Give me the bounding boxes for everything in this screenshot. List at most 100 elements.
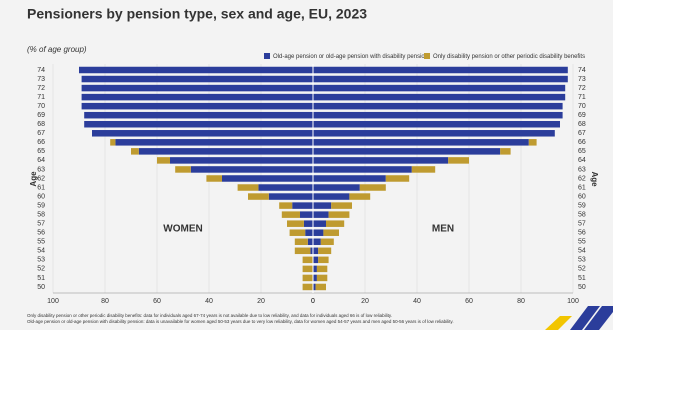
bar: [138, 148, 313, 155]
bar: [131, 148, 139, 155]
y-tick-label: 52: [37, 266, 45, 273]
x-tick-label: 80: [101, 298, 109, 305]
bar: [302, 283, 313, 291]
y-tick-label: 50: [578, 284, 586, 291]
y-axis-label: Age: [590, 171, 599, 187]
y-tick-label: 65: [37, 148, 45, 155]
bar: [313, 166, 412, 173]
y-tick-label: 64: [37, 157, 45, 164]
bar: [170, 157, 313, 164]
y-tick-label: 66: [37, 139, 45, 146]
bar: [313, 84, 566, 92]
bar: [81, 84, 313, 92]
bar: [310, 247, 313, 255]
y-tick-label: 68: [37, 121, 45, 128]
bar: [385, 175, 410, 182]
y-tick-label: 52: [578, 266, 586, 273]
y-tick-label: 70: [578, 103, 586, 110]
y-tick-label: 60: [578, 193, 586, 200]
bar: [313, 66, 568, 74]
y-tick-label: 60: [37, 193, 45, 200]
y-tick-label: 64: [578, 157, 586, 164]
legend-label: Only disability pension or other periodi…: [433, 54, 585, 60]
y-tick-label: 51: [37, 275, 45, 282]
bar: [318, 256, 329, 264]
bar: [81, 102, 313, 110]
bar: [313, 220, 326, 227]
bar: [92, 130, 313, 137]
x-tick-label: 60: [153, 298, 161, 305]
y-tick-label: 74: [578, 67, 586, 74]
x-tick-label: 100: [47, 298, 59, 305]
bar: [448, 157, 469, 164]
bar: [528, 139, 537, 146]
y-tick-label: 69: [578, 112, 586, 119]
y-tick-label: 61: [37, 184, 45, 191]
bar: [331, 202, 352, 209]
bar: [157, 157, 170, 164]
y-tick-label: 62: [37, 175, 45, 182]
bar: [268, 193, 313, 200]
bar: [313, 229, 324, 236]
x-tick-label: 20: [361, 298, 369, 305]
bar: [115, 139, 314, 146]
y-tick-label: 61: [578, 184, 586, 191]
chart-title: Pensioners by pension type, sex and age,…: [27, 6, 367, 22]
y-tick-label: 59: [578, 202, 586, 209]
bar: [81, 75, 313, 83]
bar: [316, 265, 328, 273]
bar: [359, 184, 386, 191]
y-tick-label: 55: [578, 239, 586, 246]
bar: [349, 193, 371, 200]
y-tick-label: 59: [37, 202, 45, 209]
bar: [302, 274, 313, 282]
bar: [258, 184, 313, 191]
y-tick-label: 53: [578, 257, 586, 264]
bar: [206, 175, 222, 182]
y-tick-label: 70: [37, 103, 45, 110]
y-tick-label: 66: [578, 139, 586, 146]
y-axis-label: Age: [29, 171, 38, 187]
bar: [500, 148, 511, 155]
bar: [237, 184, 259, 191]
y-tick-label: 68: [578, 121, 586, 128]
x-tick-label: 80: [517, 298, 525, 305]
y-tick-label: 53: [37, 257, 45, 264]
bar: [84, 120, 313, 128]
legend-swatch: [264, 53, 270, 59]
bar: [313, 130, 555, 137]
bar: [315, 283, 326, 291]
bar: [313, 274, 317, 282]
y-tick-label: 56: [578, 230, 586, 237]
x-tick-label: 40: [413, 298, 421, 305]
bar: [313, 265, 317, 273]
bar: [313, 184, 360, 191]
y-tick-label: 73: [578, 76, 586, 83]
y-tick-label: 69: [37, 112, 45, 119]
bar: [313, 202, 332, 209]
bar: [313, 238, 321, 246]
bar: [81, 93, 313, 101]
y-tick-label: 56: [37, 230, 45, 237]
y-tick-label: 73: [37, 76, 45, 83]
x-tick-label: 0: [311, 298, 315, 305]
legend-label: Old-age pension or old-age pension with …: [273, 54, 428, 60]
chart-subtitle: (% of age group): [27, 45, 87, 54]
y-tick-label: 65: [578, 148, 586, 155]
bar: [328, 211, 350, 218]
bar: [411, 166, 436, 173]
y-tick-label: 58: [578, 211, 586, 218]
y-tick-label: 67: [37, 130, 45, 137]
bar: [313, 211, 329, 218]
x-tick-label: 40: [205, 298, 213, 305]
bar: [281, 211, 300, 218]
bar: [313, 193, 350, 200]
y-tick-label: 58: [37, 211, 45, 218]
bar: [190, 166, 313, 173]
bar: [313, 157, 449, 164]
legend-swatch: [424, 53, 430, 59]
footnote: Only disability pension or other periodi…: [27, 313, 392, 318]
y-tick-label: 57: [37, 221, 45, 228]
x-tick-label: 100: [567, 298, 579, 305]
x-tick-label: 0: [311, 298, 315, 305]
